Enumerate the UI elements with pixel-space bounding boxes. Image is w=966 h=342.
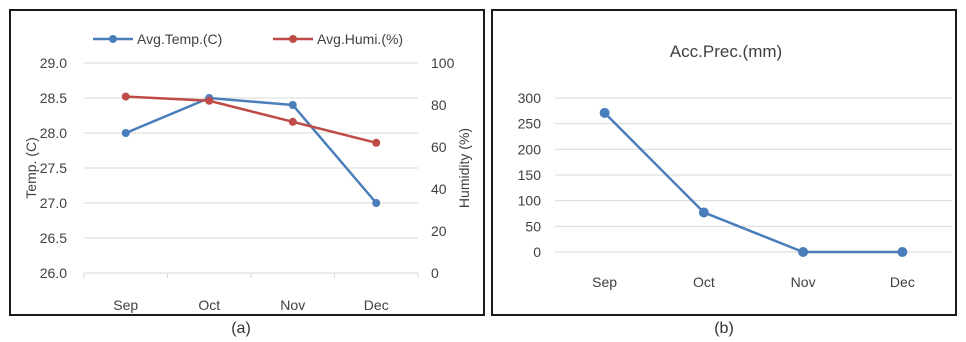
data-point-precip (698, 207, 709, 218)
legend-label: Avg.Humi.(%) (317, 31, 403, 47)
y-left-tick-label: 26.0 (40, 265, 67, 281)
y-right-axis-title: Humidity (%) (456, 128, 472, 208)
series-line-precip (603, 112, 903, 254)
data-point-precip (897, 247, 908, 257)
y-right-tick-label: 0 (431, 265, 439, 281)
caption-b: (b) (714, 320, 734, 337)
y-right-tick-label: 80 (431, 97, 447, 113)
chart-b-svg: Acc.Prec.(mm) 0 50 100 150 200 250 300 Sep Oct Nov… (518, 42, 952, 290)
chart-a-svg: 26.0 26.5 27.0 27.5 28.0 28.5 29.0 0 20 40 60 80 100… (23, 31, 472, 313)
data-point-precip (599, 107, 610, 118)
x-tick-label: Nov (791, 274, 816, 290)
series-line-temp (125, 96, 378, 204)
legend-swatch-marker (289, 35, 297, 43)
y-left-tick-label: 27.0 (40, 195, 67, 211)
y-right-tick-label: 20 (431, 223, 447, 239)
y-left-axis-title: Temp. (C) (23, 137, 39, 198)
y-right-tick-label: 60 (431, 139, 447, 155)
data-point-precip (798, 247, 809, 257)
x-tick-label: Dec (890, 274, 915, 290)
y-tick-label: 200 (518, 141, 542, 157)
y-left-tick-label: 28.5 (40, 90, 67, 106)
y-tick-label: 0 (533, 244, 541, 260)
y-tick-label: 100 (518, 193, 542, 209)
data-point-temp (288, 101, 297, 109)
y-right-tick-label: 100 (431, 55, 455, 71)
chart-a-panel: 26.0 26.5 27.0 27.5 28.0 28.5 29.0 0 20 40 60 80 100… (9, 9, 485, 316)
y-left-tick-label: 29.0 (40, 55, 67, 71)
legend-label: Avg.Temp.(C) (137, 31, 222, 47)
y-right-tick-label: 40 (431, 181, 447, 197)
y-left-tick-label: 26.5 (40, 230, 67, 246)
x-tick-label: Dec (364, 297, 389, 313)
y-tick-label: 250 (518, 116, 542, 132)
data-point-humidity (372, 138, 381, 147)
chart-b-title: Acc.Prec.(mm) (670, 42, 782, 61)
data-point-humidity (121, 92, 130, 101)
x-tick-label: Sep (113, 297, 138, 313)
y-tick-label: 50 (525, 218, 541, 234)
data-point-temp (121, 129, 130, 137)
x-tick-label: Oct (198, 297, 220, 313)
caption-a: (a) (231, 320, 251, 337)
y-left-tick-label: 27.5 (40, 160, 67, 176)
y-tick-label: 150 (518, 167, 542, 183)
x-tick-label: Sep (592, 274, 617, 290)
chart-b-panel: Acc.Prec.(mm) 0 50 100 150 200 250 300 Sep Oct Nov… (491, 9, 957, 316)
x-tick-label: Oct (693, 274, 715, 290)
y-left-tick-label: 28.0 (40, 125, 67, 141)
legend-swatch-marker (109, 35, 117, 43)
data-point-temp (372, 199, 381, 207)
series-line-humidity (125, 95, 377, 145)
data-point-humidity (288, 117, 297, 126)
data-point-humidity (205, 96, 214, 105)
y-tick-label: 300 (518, 90, 542, 106)
x-tick-label: Nov (280, 297, 305, 313)
